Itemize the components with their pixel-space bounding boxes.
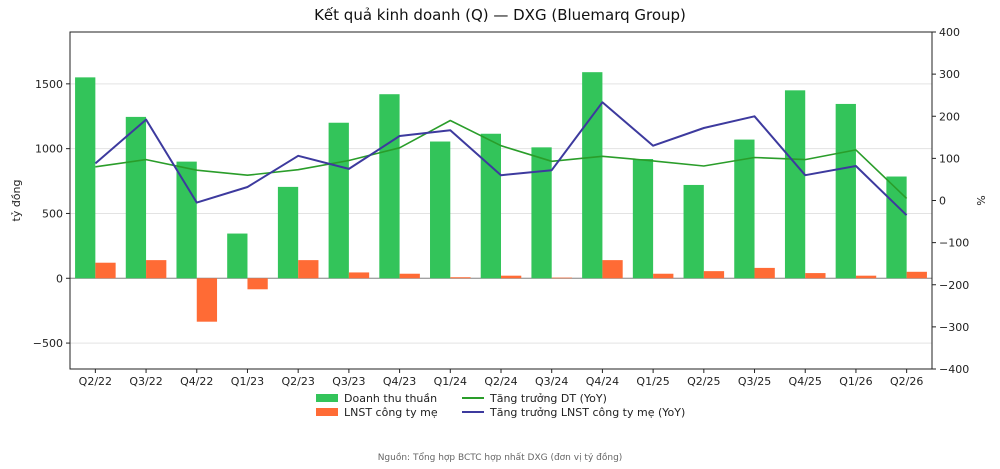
profit-bar [146, 260, 167, 279]
x-tick-label: Q2/22 [79, 375, 112, 388]
legend-label: Tăng trưởng LNST công ty mẹ (YoY) [489, 406, 685, 419]
revenue-bar [632, 159, 654, 279]
profit-bar [399, 273, 420, 279]
revenue-growth-line [95, 119, 908, 199]
chart-title: Kết quả kinh doanh (Q) — DXG (Bluemarq G… [314, 6, 686, 24]
y2-tick-label: −400 [939, 363, 969, 376]
profit-bar [501, 275, 522, 279]
y2-tick-label: 400 [939, 26, 960, 39]
x-tick-label: Q1/25 [636, 375, 669, 388]
revenue-bar [683, 184, 704, 279]
profit-bar [247, 278, 268, 290]
x-tick-label: Q4/24 [586, 375, 619, 388]
x-tick-label: Q1/24 [434, 375, 467, 388]
x-tick-label: Q2/24 [484, 375, 517, 388]
profit-bar [602, 260, 623, 279]
revenue-bar [734, 139, 755, 279]
revenue-bar [835, 103, 856, 279]
legend-label: LNST công ty mẹ [344, 406, 438, 419]
profit-bar [703, 271, 725, 279]
x-tick-label: Q2/26 [890, 375, 923, 388]
y-tick-label: −500 [33, 337, 63, 350]
y-tick-label: 500 [42, 207, 63, 220]
revenue-bar [277, 186, 299, 279]
x-tick-label: Q4/25 [789, 375, 822, 388]
legend-swatch [316, 408, 338, 416]
x-tick-label: Q1/26 [839, 375, 872, 388]
y2-tick-label: −300 [939, 321, 969, 334]
revenue-bar [379, 94, 400, 279]
x-tick-label: Q2/23 [281, 375, 314, 388]
revenue-bar [125, 116, 147, 279]
legend-label: Tăng trưởng DT (YoY) [489, 392, 607, 405]
revenue-bar [784, 90, 806, 279]
revenue-bar [176, 161, 197, 279]
revenue-bar [480, 133, 501, 279]
revenue-bar [531, 147, 552, 279]
revenue-bar [430, 141, 451, 279]
y2-tick-label: −100 [939, 237, 969, 250]
x-tick-label: Q3/24 [535, 375, 568, 388]
revenue-bar [75, 77, 96, 279]
profit-bar [653, 273, 674, 279]
profit-bar [551, 277, 572, 279]
x-tick-label: Q2/25 [687, 375, 720, 388]
profit-bar [906, 271, 927, 279]
y-axis-label: tỷ đồng [10, 180, 23, 222]
y-tick-label: 1500 [35, 78, 63, 91]
revenue-bar [582, 72, 603, 279]
y2-axis-label: % [975, 195, 988, 205]
x-tick-label: Q1/23 [231, 375, 264, 388]
profit-bar [754, 267, 775, 279]
legend-label: Doanh thu thuần [344, 392, 437, 405]
profit-bar [855, 275, 877, 279]
y-tick-label: 0 [56, 272, 63, 285]
x-tick-label: Q4/23 [383, 375, 416, 388]
profit-growth-line [94, 101, 908, 216]
x-tick-label: Q3/22 [129, 375, 162, 388]
profit-bar [450, 277, 471, 279]
y2-tick-label: 300 [939, 68, 960, 81]
x-tick-label: Q3/25 [738, 375, 771, 388]
revenue-bar [227, 233, 248, 279]
profit-bar [196, 278, 218, 322]
profit-bar [95, 262, 116, 279]
y2-tick-label: −200 [939, 279, 969, 292]
x-tick-label: Q4/22 [180, 375, 213, 388]
y2-tick-label: 100 [939, 152, 960, 165]
revenue-bar [328, 122, 349, 279]
y-tick-label: 1000 [35, 143, 63, 156]
profit-bar [805, 273, 826, 279]
y2-tick-label: 0 [939, 195, 946, 208]
y2-tick-label: 200 [939, 110, 960, 123]
revenue-bar [886, 176, 907, 279]
legend-swatch [316, 394, 338, 402]
source-note: Nguồn: Tổng hợp BCTC hợp nhất DXG (đơn v… [378, 452, 623, 463]
profit-bar [348, 272, 370, 279]
profit-bar [298, 260, 319, 279]
x-tick-label: Q3/23 [332, 375, 365, 388]
